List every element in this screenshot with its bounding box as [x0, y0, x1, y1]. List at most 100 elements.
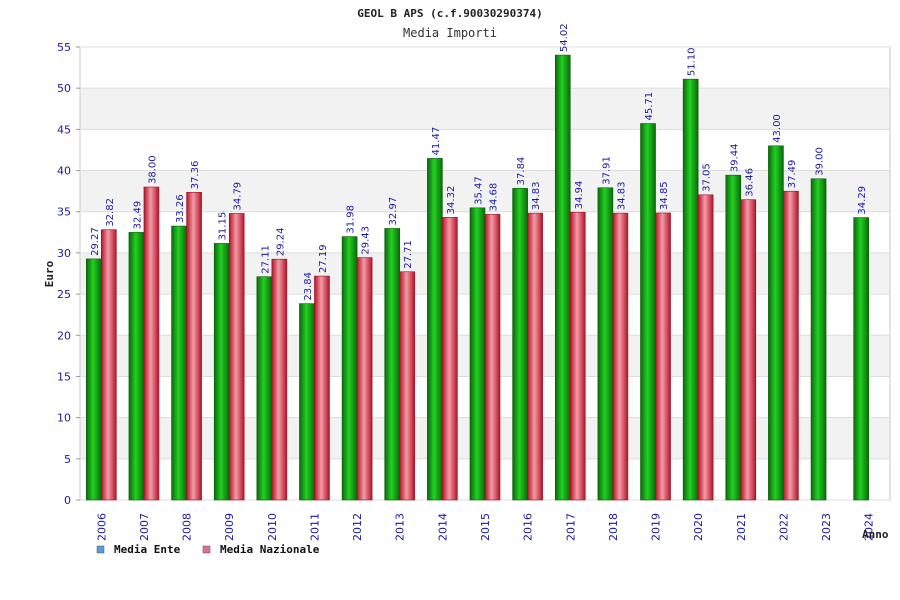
bars: [86, 54, 869, 501]
grid-band: [80, 47, 890, 89]
chart-subtitle: Media Importi: [403, 26, 497, 40]
x-tick-label: 2015: [479, 513, 492, 541]
bar-media-nazionale: [101, 229, 117, 501]
data-label: 38.00: [147, 155, 158, 184]
bar-media-ente: [384, 228, 401, 501]
legend-swatch-media-nazionale: [202, 545, 211, 554]
x-tick-label: 2011: [308, 513, 321, 541]
y-tick-label: 20: [57, 329, 71, 342]
data-label: 51.10: [687, 47, 698, 76]
y-tick-label: 5: [64, 453, 71, 466]
y-tick-label: 55: [57, 41, 71, 54]
y-tick-label: 30: [57, 247, 71, 260]
bar-media-nazionale: [783, 190, 799, 501]
x-tick-label: 2013: [394, 513, 407, 541]
bar-media-ente: [768, 145, 784, 501]
bar-media-nazionale: [228, 213, 245, 501]
legend-label-media-ente: Media Ente: [114, 543, 181, 556]
data-label: 32.82: [105, 198, 116, 227]
data-label: 37.49: [787, 160, 798, 189]
x-tick-label: 2009: [223, 513, 236, 541]
legend-label-media-nazionale: Media Nazionale: [220, 543, 320, 556]
bar-media-nazionale: [569, 211, 586, 501]
bar-media-ente: [469, 207, 486, 501]
data-label: 37.91: [601, 156, 612, 185]
x-tick-label: 2006: [95, 513, 108, 541]
bar-media-ente: [171, 225, 187, 501]
bar-media-ente: [682, 78, 699, 501]
y-axis-title: Euro: [43, 260, 56, 287]
bar-media-ente: [853, 217, 869, 501]
data-label: 39.44: [729, 144, 740, 173]
y-tick-label: 25: [57, 288, 71, 301]
data-label: 27.19: [318, 244, 329, 273]
data-label: 34.68: [489, 183, 500, 212]
bar-media-nazionale: [186, 191, 202, 501]
data-label: 34.94: [574, 181, 585, 210]
data-label: 29.27: [90, 227, 101, 256]
x-tick-label: 2014: [436, 513, 449, 541]
y-tick-label: 0: [64, 494, 71, 507]
y-tick-label: 15: [57, 370, 71, 383]
x-tick-label: 2012: [351, 513, 364, 541]
data-label: 37.84: [516, 157, 527, 186]
legend: Media Ente Media Nazionale: [96, 543, 320, 556]
bar-media-nazionale: [527, 212, 543, 501]
x-axis: 2006 2007 2008 2009 2010 2011 2012 2013 2014 2015…: [95, 513, 875, 541]
x-axis-title: Anno: [862, 528, 889, 541]
x-tick-label: 2020: [692, 513, 705, 541]
bar-media-nazionale: [612, 212, 629, 501]
data-label: 37.36: [190, 161, 201, 190]
y-tick-label: 35: [57, 206, 71, 219]
bar-media-ente: [299, 303, 315, 501]
data-label: 39.00: [815, 147, 826, 176]
bar-media-ente: [86, 258, 102, 501]
y-tick-label: 45: [57, 123, 71, 136]
data-label: 41.47: [431, 127, 442, 156]
y-tick-label: 40: [57, 165, 71, 178]
data-label: 31.15: [218, 212, 229, 241]
data-label: 43.00: [772, 114, 783, 143]
data-label: 29.43: [361, 226, 372, 255]
y-tick-label: 10: [57, 412, 71, 425]
bar-media-ente: [810, 178, 827, 501]
x-tick-label: 2016: [522, 513, 535, 541]
bar-media-nazionale: [399, 271, 416, 501]
bar-media-nazionale: [314, 275, 330, 501]
bar-media-nazionale: [697, 194, 714, 501]
bar-media-nazionale: [356, 257, 373, 501]
bar-media-nazionale: [655, 212, 671, 501]
bar-media-ente: [554, 54, 571, 501]
bar-media-ente: [256, 276, 273, 501]
bar-media-ente: [427, 158, 443, 501]
data-label: 45.71: [644, 92, 655, 121]
y-axis: 0 5 10 15 20 25 30 35 40 45 50 55: [57, 41, 80, 507]
data-label: 32.97: [388, 197, 399, 226]
grid-band: [80, 88, 890, 130]
bar-media-ente: [341, 236, 358, 501]
legend-swatch-media-ente: [96, 545, 105, 554]
x-tick-label: 2023: [820, 513, 833, 541]
x-tick-label: 2010: [266, 513, 279, 541]
bar-media-ente: [128, 232, 145, 501]
x-tick-label: 2024: [863, 513, 876, 541]
data-label: 35.47: [474, 176, 485, 205]
data-label: 54.02: [559, 23, 570, 52]
bar-media-ente: [512, 188, 528, 501]
data-labels: 29.27 32.82 32.49 38.00 33.26 37.36 31.15 34.79…: [90, 23, 868, 300]
bar-media-ente: [597, 187, 614, 501]
data-label: 34.29: [857, 186, 868, 215]
x-tick-label: 2018: [607, 513, 620, 541]
data-label: 32.49: [132, 201, 143, 230]
y-tick-label: 50: [57, 82, 71, 95]
bar-media-nazionale: [271, 258, 288, 501]
x-tick-label: 2019: [650, 513, 663, 541]
bar-media-ente: [213, 243, 230, 501]
data-label: 37.05: [702, 163, 713, 192]
data-label: 34.83: [531, 181, 542, 210]
bar-media-nazionale: [740, 199, 757, 501]
x-tick-label: 2021: [735, 513, 748, 541]
bar-media-nazionale: [442, 217, 458, 501]
data-label: 33.26: [175, 194, 186, 223]
data-label: 29.24: [275, 228, 286, 257]
